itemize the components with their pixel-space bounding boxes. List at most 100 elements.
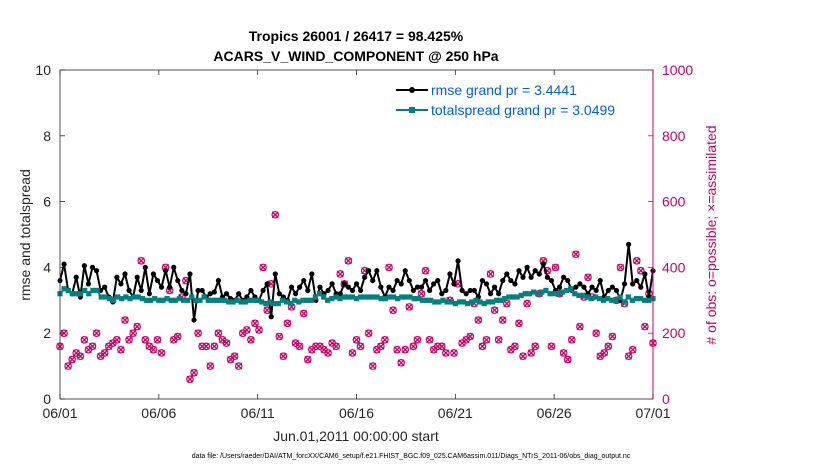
obs-possible-point (100, 349, 109, 357)
spread-point (555, 291, 561, 297)
obs-assimilated-point (271, 211, 279, 219)
obs-possible-point (64, 362, 72, 370)
spread-point (312, 294, 318, 300)
spread-point (448, 299, 454, 305)
obs-assimilated-point (223, 339, 230, 347)
obs-assimilated-point (625, 352, 633, 360)
obs-possible-point (559, 349, 568, 357)
rmse-point (528, 274, 534, 280)
spread-point (316, 291, 323, 297)
spread-point (242, 299, 248, 305)
rmse-point (357, 287, 364, 294)
obs-possible-point (377, 342, 385, 351)
y-right-tick-label: 600 (662, 194, 686, 210)
spread-point (411, 296, 417, 302)
spread-point (633, 296, 640, 302)
spread-point (275, 300, 281, 307)
spread-point (341, 294, 347, 300)
spread-point (423, 297, 430, 303)
obs-assimilated-point (158, 349, 166, 357)
spread-point (568, 286, 574, 292)
rmse-point (512, 281, 518, 287)
obs-possible-point (515, 319, 523, 328)
obs-assimilated-point (633, 257, 641, 265)
x-tick-label: 06/16 (339, 405, 374, 421)
spread-point (547, 291, 553, 297)
obs-possible-point (190, 368, 198, 377)
rmse-point (349, 287, 356, 294)
rmse-point (443, 287, 449, 294)
rmse-point (150, 271, 157, 277)
obs-possible-point (385, 263, 393, 272)
y-tick-label: 8 (43, 128, 51, 144)
obs-assimilated-point (600, 349, 608, 357)
obs-assimilated-point (389, 306, 397, 314)
rmse-point (378, 284, 384, 290)
rmse-point (418, 284, 425, 290)
obs-assimilated-point (608, 333, 616, 340)
obs-assimilated-point (405, 303, 413, 311)
obs-assimilated-point (422, 267, 430, 275)
plot-area: 06/01 06/06 06/11 06/16 06/21 06/26 07/0102468… (35, 62, 693, 421)
obs-possible-point (332, 342, 340, 351)
obs-possible-point (567, 335, 576, 344)
spread-point (440, 297, 446, 303)
rmse-point (439, 291, 445, 297)
obs-assimilated-point (129, 329, 137, 337)
obs-assimilated-point (251, 319, 259, 327)
spread-point (407, 294, 413, 300)
obs-possible-point (401, 345, 410, 354)
rmse-point (276, 291, 282, 297)
obs-possible-point (340, 280, 349, 288)
obs-possible-point (210, 342, 219, 351)
spread-point (267, 299, 273, 305)
spread-point (415, 296, 421, 302)
spread-point (530, 289, 537, 295)
rmse-point (520, 274, 526, 280)
spread-point (193, 297, 199, 303)
spread-point (61, 286, 67, 292)
obs-assimilated-point (592, 329, 600, 337)
obs-assimilated-point (348, 349, 356, 357)
obs-assimilated-point (564, 356, 572, 363)
y-right-tick-label: 800 (662, 128, 686, 144)
obs-possible-point (157, 349, 166, 357)
y-right-tick-label: 0 (662, 391, 670, 407)
obs-possible-point (519, 352, 527, 361)
x-tick-label: 07/01 (635, 405, 670, 421)
obs-possible-point (247, 335, 255, 344)
obs-possible-point (608, 332, 617, 341)
spread-point (131, 294, 137, 300)
obs-possible-point (592, 329, 600, 338)
obs-possible-point (133, 322, 141, 331)
spread-point (469, 299, 475, 305)
obs-possible-point (478, 342, 487, 351)
obs-possible-point (600, 349, 609, 357)
spread-point (164, 296, 170, 302)
legend-label-rmse: rmse grand pr = 3.4441 (431, 82, 577, 98)
obs-assimilated-point (418, 290, 425, 298)
rmse-point (573, 284, 579, 290)
rmse-point (134, 274, 140, 280)
rmse-point (191, 317, 197, 323)
obs-assimilated-point (499, 316, 507, 324)
spread-point (94, 287, 100, 294)
spread-point (572, 291, 578, 297)
obs-assimilated-point (576, 323, 584, 331)
rmse-point (158, 284, 165, 290)
spread-point (522, 291, 528, 297)
obs-possible-point (129, 329, 137, 338)
y-right-tick-label: 400 (662, 259, 686, 275)
legend: rmse grand pr = 3.4441 totalspread grand… (396, 82, 615, 118)
obs-possible-point (80, 335, 89, 344)
obs-possible-point (531, 342, 540, 351)
rmse-point (447, 271, 453, 277)
obs-assimilated-point (296, 342, 304, 350)
obs-assimilated-point (487, 270, 494, 278)
obs-possible-point (206, 362, 215, 370)
rmse-point (292, 291, 299, 297)
spread-point (304, 297, 310, 303)
spread-point (600, 297, 607, 303)
